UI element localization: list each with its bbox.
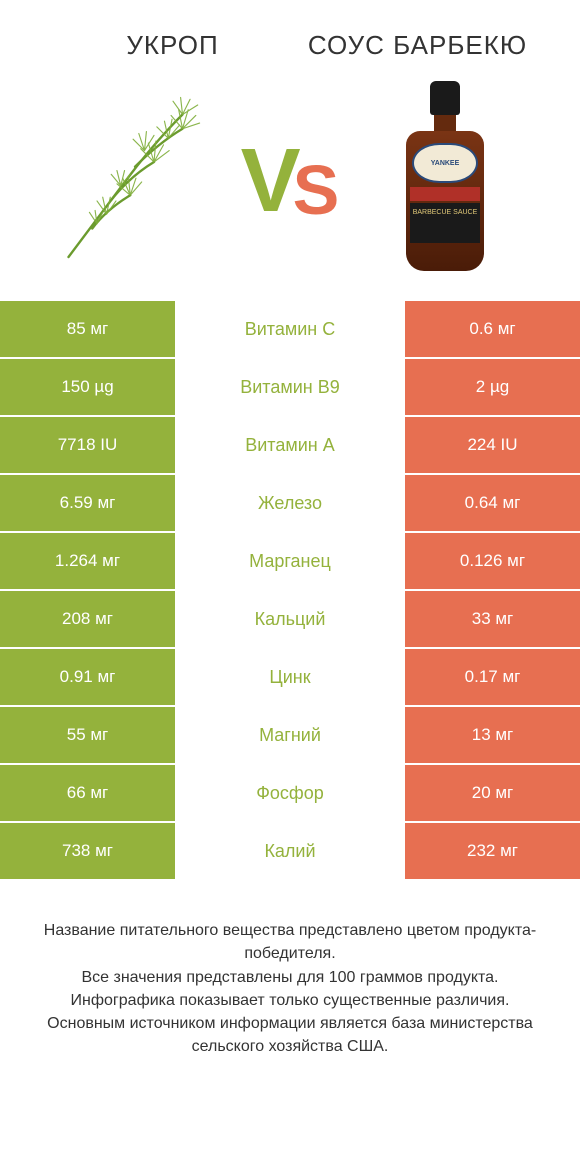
value-right: 2 µg (405, 359, 580, 415)
nutrient-name: Цинк (175, 649, 405, 705)
value-left: 738 мг (0, 823, 175, 879)
nutrient-name: Железо (175, 475, 405, 531)
value-right: 0.126 мг (405, 533, 580, 589)
table-row: 7718 IUВитамин A224 IU (0, 415, 580, 473)
value-left: 1.264 мг (0, 533, 175, 589)
nutrient-name: Витамин A (175, 417, 405, 473)
footer-line: Все значения представлены для 100 граммо… (30, 966, 550, 989)
value-right: 0.64 мг (405, 475, 580, 531)
image-right: YANKEE BARBECUE SAUCE (350, 81, 540, 281)
table-row: 85 мгВитамин C0.6 мг (0, 301, 580, 357)
table-row: 1.264 мгМарганец0.126 мг (0, 531, 580, 589)
value-right: 0.17 мг (405, 649, 580, 705)
bbq-bottle-icon: YANKEE BARBECUE SAUCE (400, 81, 490, 281)
nutrient-name: Магний (175, 707, 405, 763)
value-left: 85 мг (0, 301, 175, 357)
table-row: 150 µgВитамин B92 µg (0, 357, 580, 415)
vs-v: V (241, 136, 301, 226)
nutrient-name: Кальций (175, 591, 405, 647)
title-right: Соус барбекю (295, 30, 550, 61)
value-left: 6.59 мг (0, 475, 175, 531)
bottle-label-text: YANKEE (412, 143, 478, 183)
value-right: 224 IU (405, 417, 580, 473)
nutrient-name: Калий (175, 823, 405, 879)
vs-label: V S (230, 136, 350, 226)
nutrient-name: Фосфор (175, 765, 405, 821)
value-left: 66 мг (0, 765, 175, 821)
nutrient-table: 85 мгВитамин C0.6 мг150 µgВитамин B92 µg… (0, 301, 580, 879)
nutrient-name: Марганец (175, 533, 405, 589)
footer-notes: Название питательного вещества представл… (0, 879, 580, 1058)
title-left: Укроп (30, 30, 295, 61)
value-left: 208 мг (0, 591, 175, 647)
footer-line: Название питательного вещества представл… (30, 919, 550, 965)
bottle-sub-text: BARBECUE SAUCE (410, 203, 480, 243)
value-right: 13 мг (405, 707, 580, 763)
table-row: 55 мгМагний13 мг (0, 705, 580, 763)
value-left: 55 мг (0, 707, 175, 763)
table-row: 6.59 мгЖелезо0.64 мг (0, 473, 580, 531)
value-right: 20 мг (405, 765, 580, 821)
value-left: 150 µg (0, 359, 175, 415)
infographic-root: Укроп Соус барбекю (0, 0, 580, 1174)
table-row: 208 мгКальций33 мг (0, 589, 580, 647)
value-left: 7718 IU (0, 417, 175, 473)
dill-icon (40, 86, 230, 276)
value-right: 232 мг (405, 823, 580, 879)
nutrient-name: Витамин B9 (175, 359, 405, 415)
table-row: 66 мгФосфор20 мг (0, 763, 580, 821)
table-row: 738 мгКалий232 мг (0, 821, 580, 879)
footer-line: Инфографика показывает только существенн… (30, 989, 550, 1012)
image-left (40, 81, 230, 281)
header: Укроп Соус барбекю (0, 0, 580, 71)
footer-line: Основным источником информации является … (30, 1012, 550, 1058)
nutrient-name: Витамин C (175, 301, 405, 357)
value-right: 33 мг (405, 591, 580, 647)
vs-s: S (293, 155, 340, 225)
table-row: 0.91 мгЦинк0.17 мг (0, 647, 580, 705)
value-left: 0.91 мг (0, 649, 175, 705)
value-right: 0.6 мг (405, 301, 580, 357)
images-row: V S YANKEE BARBECUE SAUCE (0, 71, 580, 301)
